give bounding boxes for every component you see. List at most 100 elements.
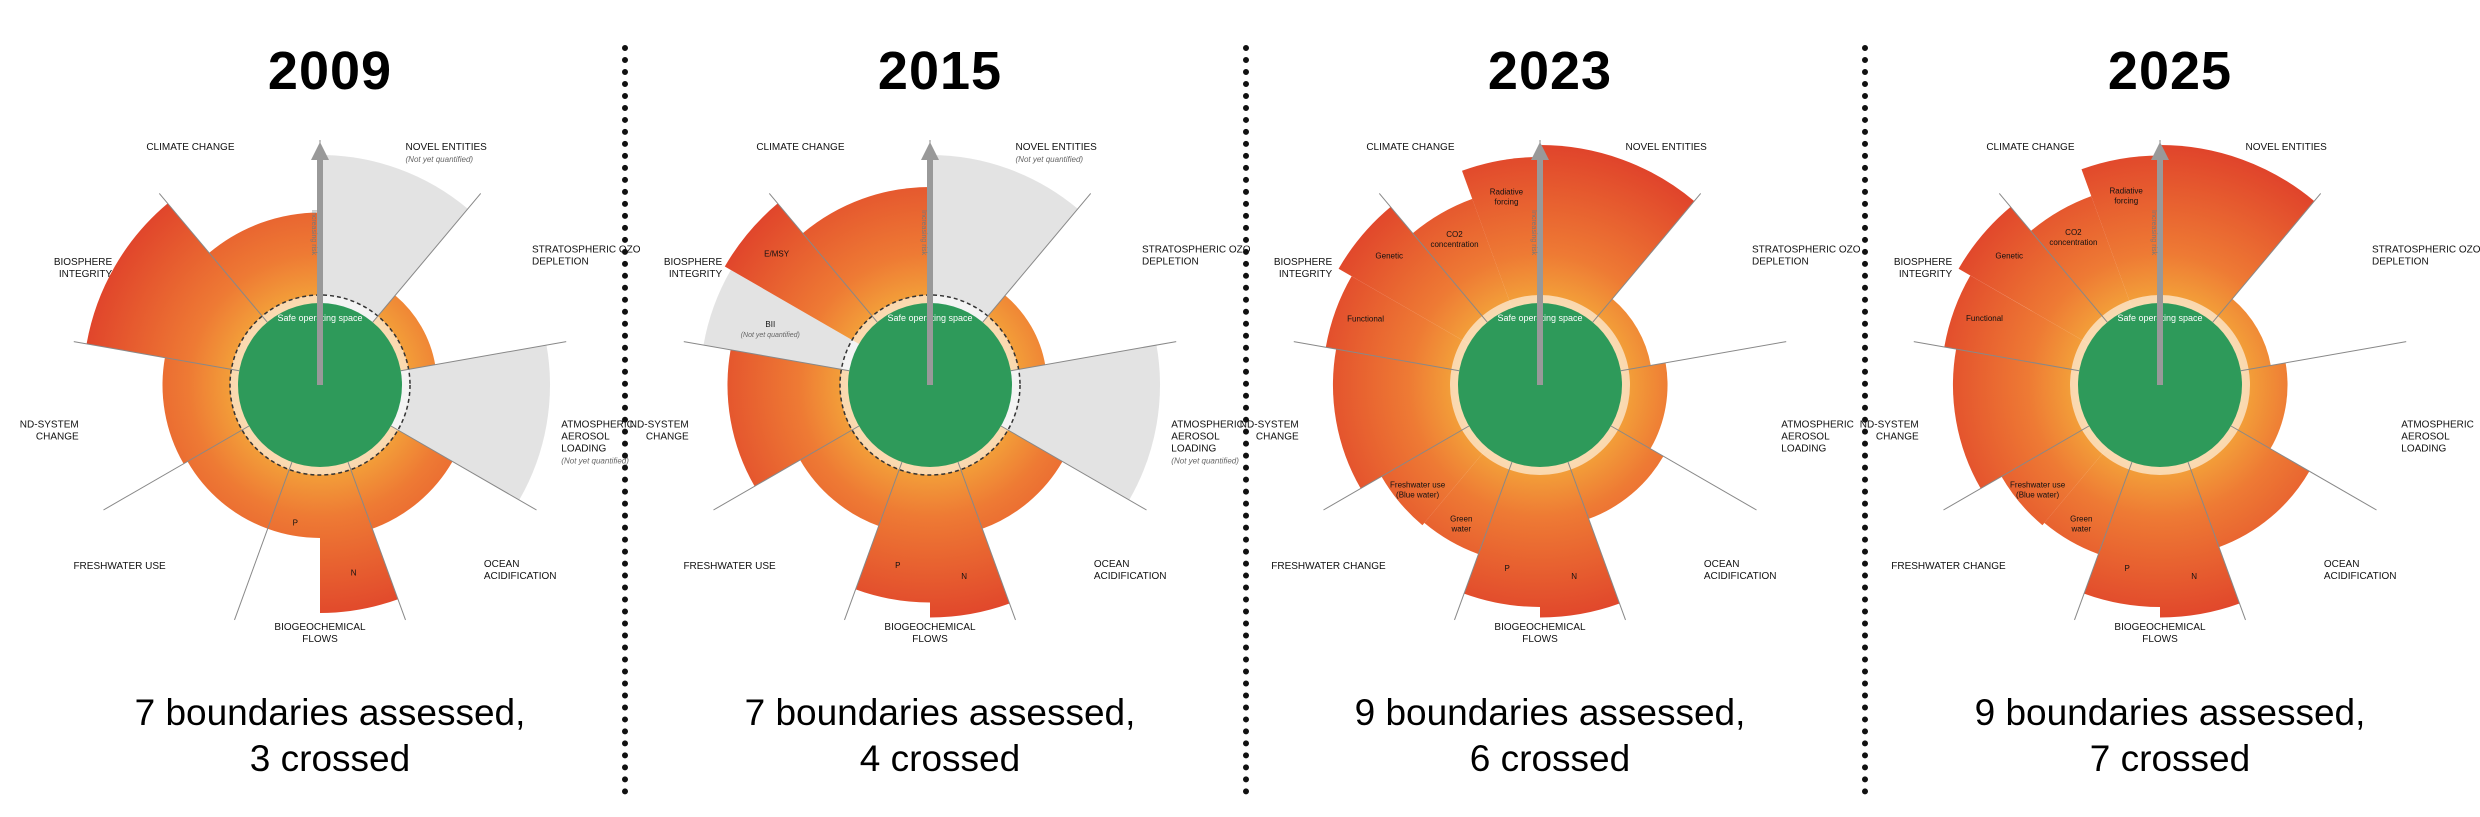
label-stratospheric-ozone-depletion: STRATOSPHERIC OZONEDEPLETION — [532, 245, 640, 268]
sub-label-freshwater-blue: Freshwater use (Blue water) — [2010, 481, 2066, 500]
caption-line-1: 7 boundaries assessed, — [134, 692, 526, 733]
caption-line-1: 9 boundaries assessed, — [1354, 692, 1746, 733]
risk-arrow-label: Increasing risk — [2150, 210, 2157, 256]
sub-label-biogeochemical-flows-N: N — [2191, 572, 2197, 581]
sector-lines — [73, 140, 567, 621]
sector-lines — [1293, 140, 1787, 621]
risk-arrow-head-icon — [311, 142, 329, 160]
label-novel-entities: NOVEL ENTITIES (Not yet quantified) — [1016, 142, 1098, 164]
sub-label-climate-change-co2: CO2 concentration — [2049, 228, 2097, 247]
label-freshwater: FRESHWATER USE — [683, 561, 776, 572]
sector-line — [713, 425, 860, 511]
label-ocean-acidification: OCEAN ACIDIFICATION — [484, 559, 557, 582]
sub-label-biogeochemical-flows-P: P — [1505, 564, 1510, 573]
sub-label-biogeochemical-flows-P: P — [895, 561, 900, 570]
sector-line — [2212, 193, 2322, 323]
caption-line-2: 4 crossed — [859, 738, 1021, 779]
risk-arrow-label: Increasing risk — [1530, 210, 1537, 256]
risk-arrow-head-icon — [2151, 142, 2169, 160]
label-novel-entities: NOVEL ENTITIES — [2246, 142, 2328, 153]
sub-label-climate-change-radiative: Radiative forcing — [1490, 187, 1524, 206]
sector-line — [957, 461, 1016, 621]
sub-label-biogeochemical-flows-P: P — [293, 518, 298, 527]
boundary-labels: CLIMATE CHANGE NOVEL ENTITIES STRATOSPHERI… — [1240, 142, 1860, 645]
sector-line — [1378, 193, 1488, 323]
label-ocean-acidification: OCEAN ACIDIFICATION — [1704, 559, 1777, 582]
sub-label-biogeochemical-flows-N: N — [1571, 572, 1577, 581]
risk-arrow-label: Increasing risk — [920, 210, 927, 256]
label-biogeochemical-flows: BIOGEOCHEMICAL FLOWS — [884, 622, 976, 645]
boundary-labels: CLIMATE CHANGE NOVEL ENTITIES (Not yet qua… — [630, 142, 1250, 645]
label-atmospheric-aerosol-loading: ATMOSPHERIC AEROSOL LOADING — [1781, 420, 1854, 455]
sector-line — [1943, 425, 2090, 511]
panel-caption: 9 boundaries assessed, 6 crossed — [1240, 690, 1860, 782]
sector-line — [2187, 461, 2246, 621]
label-biosphere-integrity: BIOSPHERE INTEGRITY — [664, 257, 723, 280]
label-ocean-acidification: OCEAN ACIDIFICATION — [1094, 559, 1167, 582]
sub-label-biogeochemical-flows-N: N — [351, 569, 357, 578]
label-climate-change: CLIMATE CHANGE — [756, 142, 844, 153]
sector-line — [2240, 341, 2407, 372]
sector-line — [400, 341, 567, 372]
sector-line — [1323, 425, 1470, 511]
label-stratospheric-ozone-depletion: STRATOSPHERIC OZONEDEPLETION — [1142, 245, 1250, 268]
sector-lines — [683, 140, 1177, 621]
divider-2 — [1243, 45, 1249, 795]
sub-label-biosphere-integrity-bii: BII (Not yet quantified) — [741, 320, 800, 339]
sub-labels: CO2 concentration Radiative forcing Genetic F… — [1347, 187, 1577, 581]
label-novel-entities: NOVEL ENTITIES (Not yet quantified) — [406, 142, 488, 164]
sub-labels: CO2 concentration Radiative forcing Genetic F… — [1966, 186, 2197, 581]
sub-label-climate-change-co2: CO2 concentration — [1430, 230, 1478, 249]
sector-line — [1293, 341, 1460, 372]
label-biogeochemical-flows: BIOGEOCHEMICAL FLOWS — [274, 622, 366, 645]
sector-line — [1620, 341, 1787, 372]
label-freshwater: FRESHWATER USE — [73, 561, 166, 572]
risk-arrow-label: Increasing risk — [310, 210, 317, 256]
sector-line — [158, 193, 268, 323]
caption-line-2: 3 crossed — [249, 738, 411, 779]
sector-line — [683, 341, 850, 372]
panel-caption: 7 boundaries assessed, 4 crossed — [630, 690, 1250, 782]
sector-line — [1000, 425, 1147, 511]
panel-year: 2009 — [267, 41, 393, 101]
sub-label-climate-change-radiative: Radiative forcing — [2110, 186, 2144, 205]
sub-labels: E/MSY BII (Not yet quantified) P N — [741, 249, 968, 581]
sector-line — [103, 425, 250, 511]
sub-label-biosphere-integrity-functional: Functional — [1347, 315, 1384, 324]
sector-line — [1592, 193, 1702, 323]
divider-1 — [622, 45, 628, 795]
sector-line — [73, 341, 240, 372]
label-atmospheric-aerosol-loading: ATMOSPHERIC AEROSOL LOADING (Not yet quanti… — [561, 420, 634, 466]
panel-year: 2025 — [2107, 41, 2233, 101]
label-biosphere-integrity: BIOSPHERE INTEGRITY — [1274, 257, 1333, 280]
sub-label-biosphere-integrity-genetic: Genetic — [1995, 252, 2023, 261]
sector-line — [347, 461, 406, 621]
sector-line — [1610, 425, 1757, 511]
label-climate-change: CLIMATE CHANGE — [146, 142, 234, 153]
label-climate-change: CLIMATE CHANGE — [1366, 142, 1454, 153]
divider-3 — [1862, 45, 1868, 795]
panel-caption: 9 boundaries assessed, 7 crossed — [1860, 690, 2480, 782]
label-biogeochemical-flows: BIOGEOCHEMICAL FLOWS — [2114, 622, 2206, 645]
sector-line — [234, 461, 293, 621]
sub-label-biogeochemical-flows-N: N — [961, 572, 967, 581]
sector-line — [844, 461, 903, 621]
label-freshwater: FRESHWATER CHANGE — [1271, 561, 1386, 572]
sector-line — [2074, 461, 2133, 621]
caption-line-1: 7 boundaries assessed, — [744, 692, 1136, 733]
sub-label-biogeochemical-flows-P: P — [2125, 564, 2130, 573]
sector-line — [1913, 341, 2080, 372]
panel-caption: 7 boundaries assessed, 3 crossed — [20, 690, 640, 782]
risk-arrow-head-icon — [921, 142, 939, 160]
label-biosphere-integrity: BIOSPHERE INTEGRITY — [54, 257, 113, 280]
caption-line-1: 9 boundaries assessed, — [1974, 692, 2366, 733]
label-stratospheric-ozone-depletion: STRATOSPHERIC OZONEDEPLETION — [1752, 245, 1860, 268]
